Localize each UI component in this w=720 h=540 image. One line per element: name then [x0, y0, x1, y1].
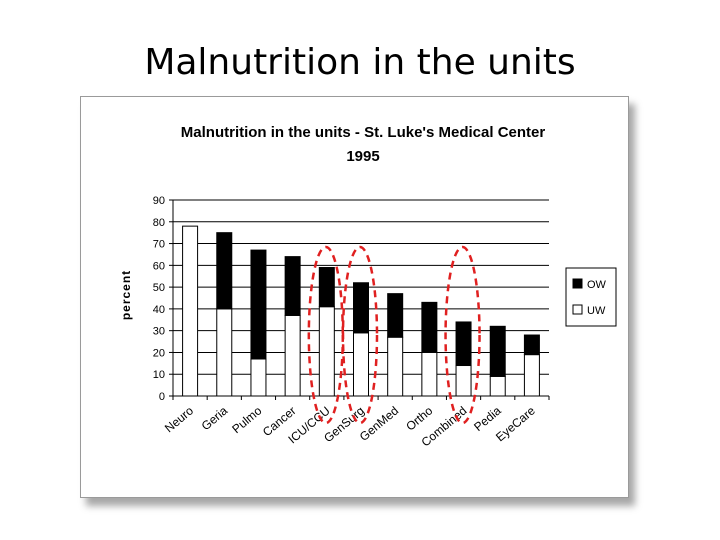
legend-swatch-ow — [572, 278, 583, 289]
bar-ow-genmed — [387, 293, 404, 338]
bar-ow-geria — [216, 232, 233, 310]
highlight-ellipse-gensurg — [341, 245, 379, 425]
highlight-ellipse-combined — [444, 245, 481, 425]
x-tick-label: Neuro — [162, 403, 196, 435]
chart-frame: Malnutrition in the units - St. Luke's M… — [80, 96, 629, 498]
bar-ow-eyecare — [523, 334, 540, 356]
legend-label-ow: OW — [587, 279, 607, 291]
bar-uw-gensurg — [353, 332, 369, 397]
x-tick-label: GenMed — [357, 404, 401, 444]
slide-title: Malnutrition in the units — [144, 42, 576, 83]
x-tick-label: Pulmo — [229, 403, 264, 436]
bar-ow-icuccu — [318, 267, 335, 308]
bar-uw-eyecare — [523, 354, 540, 397]
chart-title: Malnutrition in the units - St. Luke's M… — [181, 124, 546, 141]
bar-uw-neuro — [182, 225, 199, 397]
x-tick-label: Geria — [199, 403, 231, 433]
bar-uw-pedia — [489, 375, 506, 397]
y-tick-label: 40 — [153, 304, 165, 316]
bar-uw-genmed — [387, 336, 404, 397]
legend-box — [565, 267, 617, 327]
bar-uw-icuccu — [318, 306, 335, 397]
y-tick-label: 90 — [153, 195, 165, 207]
bar-ow-cancer — [284, 256, 301, 316]
x-tick-label: EyeCare — [493, 403, 538, 444]
chart: Malnutrition in the units - St. Luke's M… — [119, 124, 617, 449]
y-tick-label: 30 — [153, 326, 165, 338]
bars — [182, 225, 540, 397]
legend: OW UW — [565, 267, 617, 327]
highlights — [307, 245, 481, 425]
y-tick-label: 80 — [153, 217, 165, 229]
axes — [172, 200, 550, 400]
y-tick-label: 60 — [153, 260, 165, 272]
y-tick-label: 70 — [153, 239, 165, 251]
legend-label-uw: UW — [587, 305, 606, 317]
legend-swatch-uw — [572, 304, 583, 315]
bar-ow-ortho — [421, 301, 438, 353]
bar-ow-combined — [455, 321, 472, 367]
y-tick-label: 20 — [153, 347, 165, 359]
bar-ow-gensurg — [353, 282, 369, 334]
y-tick-label: 10 — [153, 369, 165, 381]
y-ticks: 0 10 20 30 40 50 60 70 80 90 — [153, 195, 173, 403]
y-axis-label: percent — [119, 270, 133, 320]
bar-uw-geria — [216, 308, 233, 397]
bar-uw-combined — [455, 365, 472, 397]
bar-uw-ortho — [421, 351, 438, 397]
bar-ow-pulmo — [250, 249, 267, 360]
bar-uw-cancer — [284, 314, 301, 397]
bar-ow-pedia — [489, 325, 506, 377]
bar-uw-pulmo — [250, 358, 267, 397]
chart-subtitle: 1995 — [346, 148, 379, 165]
y-tick-label: 0 — [159, 391, 165, 403]
y-tick-label: 50 — [153, 282, 165, 294]
